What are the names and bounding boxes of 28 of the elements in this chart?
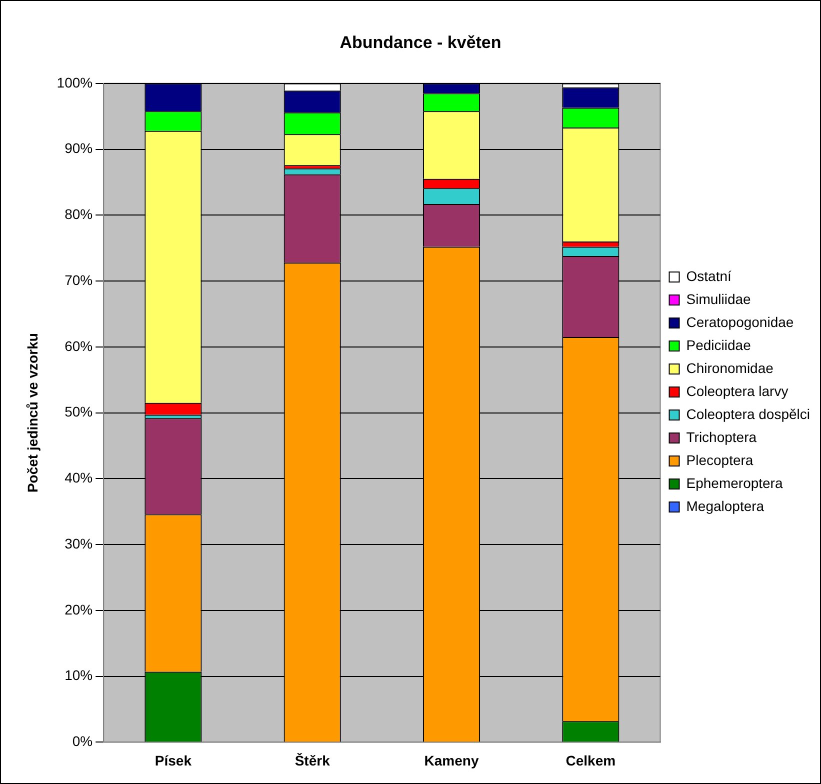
y-tick-label: 20%: [64, 601, 93, 618]
x-tick-label: Písek: [154, 752, 192, 768]
legend-label: Coleoptera dospělci: [686, 406, 810, 422]
y-tick-label: 30%: [64, 535, 93, 552]
legend-label: Pediciidae: [686, 336, 752, 353]
y-tick-label: 0%: [72, 733, 93, 750]
y-tick-label: 40%: [64, 470, 93, 486]
y-tick-label: 80%: [64, 206, 93, 222]
legend-label: Chironomidae: [686, 360, 774, 376]
legend-label: Ostatní: [686, 268, 732, 284]
legend-label: Ephemeroptera: [686, 474, 783, 491]
legend-label: Trichoptera: [686, 428, 757, 445]
x-tick-label: Celkem: [566, 752, 616, 768]
y-tick-label: 10%: [64, 667, 93, 684]
y-tick-label: 70%: [64, 272, 93, 288]
chart-title: Abundance - květen: [340, 32, 502, 52]
x-tick-label: Kameny: [424, 752, 479, 768]
x-tick-label: Štěrk: [294, 752, 330, 768]
legend-label: Coleoptera larvy: [686, 382, 788, 399]
legend-label: Plecoptera: [686, 452, 754, 468]
y-tick-label: 100%: [56, 74, 93, 90]
legend-label: Ceratopogonidae: [686, 314, 794, 330]
y-tick-label: 60%: [64, 338, 93, 354]
y-tick-label: 50%: [64, 404, 93, 420]
y-tick-label: 90%: [64, 140, 93, 156]
legend-label: Simuliidae: [686, 290, 752, 307]
legend-label: Megaloptera: [686, 498, 764, 514]
y-axis-title: Počet jedinců ve vzorku: [24, 333, 40, 493]
